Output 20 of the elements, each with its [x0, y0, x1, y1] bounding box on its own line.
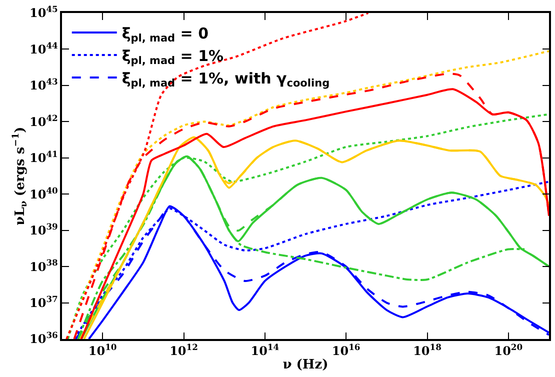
x-tick-label: 10$^{16}$ — [332, 342, 360, 358]
y-tick-label: 10$^{37}$ — [29, 294, 58, 310]
y-tick-label: 10$^{39}$ — [29, 221, 58, 238]
legend-label: ξ$_{pl, mad}$ = 1% — [122, 46, 224, 68]
y-tick-label: 10$^{45}$ — [29, 4, 58, 20]
y-tick-label: 10$^{43}$ — [29, 76, 58, 93]
x-tick-label: 10$^{20}$ — [494, 342, 523, 358]
x-axis-title: ν (Hz) — [282, 357, 328, 372]
x-tick-label: 10$^{18}$ — [413, 342, 442, 358]
x-tick-label: 10$^{10}$ — [88, 342, 117, 358]
y-tick-label: 10$^{41}$ — [29, 149, 58, 166]
y-tick-label: 10$^{36}$ — [29, 330, 58, 346]
y-tick-label: 10$^{42}$ — [29, 112, 58, 129]
legend-label: ξ$_{pl, mad}$ = 1%, with γ$_{cooling}$ — [122, 69, 330, 90]
y-tick-label: 10$^{44}$ — [29, 40, 58, 56]
y-tick-label: 10$^{38}$ — [29, 258, 58, 274]
legend-label: ξ$_{pl, mad}$ = 0 — [122, 24, 209, 45]
x-tick-label: 10$^{14}$ — [250, 342, 280, 358]
y-tick-label: 10$^{40}$ — [29, 185, 58, 202]
x-tick-label: 10$^{12}$ — [170, 342, 198, 358]
